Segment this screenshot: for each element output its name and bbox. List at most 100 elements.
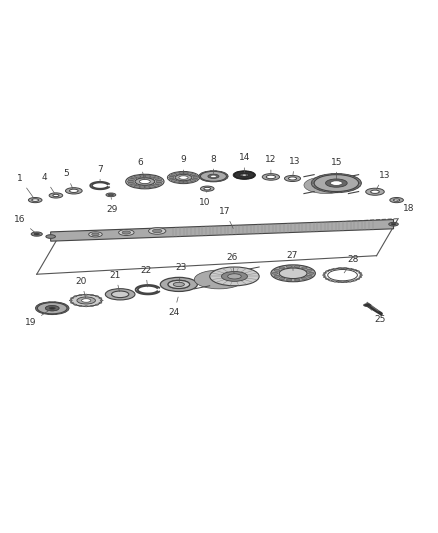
Ellipse shape — [225, 174, 227, 175]
Ellipse shape — [325, 179, 347, 187]
Ellipse shape — [144, 175, 151, 177]
Ellipse shape — [160, 277, 198, 292]
Ellipse shape — [167, 172, 200, 184]
Text: 21: 21 — [110, 271, 121, 292]
Ellipse shape — [53, 313, 56, 314]
Ellipse shape — [315, 187, 319, 189]
Text: 14: 14 — [239, 154, 250, 172]
Ellipse shape — [134, 176, 141, 178]
Ellipse shape — [236, 172, 238, 173]
Ellipse shape — [95, 304, 99, 305]
Text: 6: 6 — [138, 158, 144, 179]
Text: 22: 22 — [140, 266, 151, 287]
Ellipse shape — [350, 176, 353, 177]
Ellipse shape — [155, 179, 162, 181]
Ellipse shape — [109, 194, 113, 196]
Ellipse shape — [35, 302, 69, 314]
Ellipse shape — [331, 191, 335, 192]
Ellipse shape — [339, 281, 342, 282]
Ellipse shape — [153, 184, 159, 186]
Ellipse shape — [59, 313, 61, 314]
Ellipse shape — [228, 274, 241, 279]
Ellipse shape — [272, 272, 278, 274]
Ellipse shape — [307, 275, 312, 277]
Ellipse shape — [330, 181, 343, 185]
Ellipse shape — [170, 175, 175, 177]
Ellipse shape — [391, 223, 396, 225]
Ellipse shape — [226, 176, 228, 177]
Ellipse shape — [179, 181, 184, 183]
Ellipse shape — [286, 279, 292, 281]
Ellipse shape — [49, 193, 63, 198]
Ellipse shape — [353, 280, 356, 281]
Text: 20: 20 — [76, 277, 87, 298]
Ellipse shape — [99, 302, 102, 303]
Ellipse shape — [134, 185, 141, 188]
Ellipse shape — [199, 176, 201, 177]
Ellipse shape — [49, 307, 56, 310]
Ellipse shape — [329, 269, 332, 270]
Ellipse shape — [74, 304, 77, 305]
Ellipse shape — [222, 271, 247, 281]
Ellipse shape — [210, 175, 216, 177]
Ellipse shape — [53, 195, 59, 197]
Text: 27: 27 — [287, 251, 298, 271]
Ellipse shape — [85, 306, 88, 307]
Ellipse shape — [53, 302, 56, 303]
Ellipse shape — [199, 177, 202, 179]
Ellipse shape — [308, 272, 314, 274]
Ellipse shape — [266, 175, 276, 179]
Ellipse shape — [253, 176, 255, 177]
Ellipse shape — [389, 222, 398, 226]
Ellipse shape — [135, 178, 155, 185]
Ellipse shape — [77, 297, 95, 304]
Ellipse shape — [43, 313, 46, 314]
Ellipse shape — [234, 173, 236, 174]
Ellipse shape — [66, 188, 82, 194]
Text: 25: 25 — [369, 307, 385, 324]
Ellipse shape — [338, 174, 342, 175]
Ellipse shape — [302, 267, 307, 269]
Ellipse shape — [333, 281, 336, 282]
Ellipse shape — [358, 182, 362, 184]
Ellipse shape — [131, 177, 137, 179]
Ellipse shape — [208, 174, 219, 179]
Ellipse shape — [312, 185, 316, 187]
Ellipse shape — [294, 265, 300, 268]
Ellipse shape — [215, 171, 217, 172]
Ellipse shape — [366, 188, 384, 195]
Ellipse shape — [46, 235, 56, 238]
Ellipse shape — [85, 294, 88, 295]
Ellipse shape — [244, 171, 245, 172]
Ellipse shape — [202, 179, 204, 180]
Ellipse shape — [70, 189, 78, 192]
Ellipse shape — [325, 271, 328, 272]
Ellipse shape — [199, 174, 202, 175]
Ellipse shape — [360, 274, 363, 276]
Ellipse shape — [325, 190, 328, 192]
Ellipse shape — [168, 280, 190, 288]
Ellipse shape — [344, 281, 347, 282]
Ellipse shape — [37, 303, 67, 314]
Text: 10: 10 — [199, 191, 211, 207]
Ellipse shape — [35, 308, 38, 309]
Ellipse shape — [194, 270, 244, 289]
Ellipse shape — [190, 174, 195, 175]
Ellipse shape — [148, 228, 166, 235]
Ellipse shape — [199, 171, 228, 182]
Ellipse shape — [319, 176, 323, 177]
Text: 13: 13 — [376, 171, 390, 189]
Ellipse shape — [331, 174, 335, 175]
Text: 12: 12 — [265, 156, 276, 174]
Ellipse shape — [225, 177, 227, 179]
Ellipse shape — [223, 179, 225, 180]
Text: 23: 23 — [176, 263, 187, 281]
Text: 5: 5 — [63, 169, 73, 188]
Ellipse shape — [106, 193, 116, 197]
Ellipse shape — [201, 172, 226, 181]
Ellipse shape — [323, 272, 326, 274]
Ellipse shape — [183, 172, 188, 174]
Ellipse shape — [285, 175, 300, 182]
Ellipse shape — [48, 302, 51, 303]
Ellipse shape — [279, 278, 285, 280]
